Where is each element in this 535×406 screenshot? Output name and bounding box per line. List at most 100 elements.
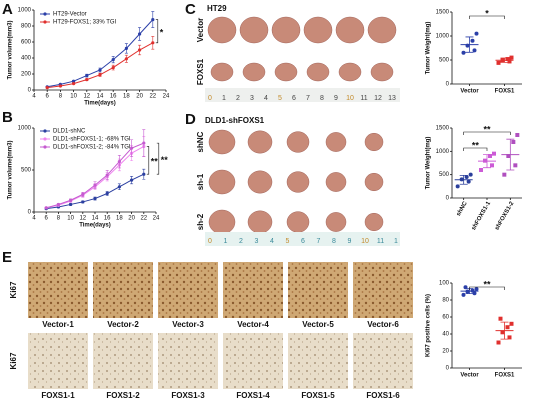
data-point <box>466 179 471 184</box>
data-point <box>130 178 134 182</box>
y-tick-label: 0 <box>446 366 450 372</box>
ihc-image <box>28 262 88 318</box>
y-tick-label: 500 <box>439 172 450 178</box>
ihc-image <box>158 333 218 389</box>
data-point <box>461 292 466 297</box>
data-point <box>505 57 510 62</box>
x-tick-label: 4 <box>32 94 36 100</box>
data-point <box>117 160 121 164</box>
ruler-number: 11 <box>360 95 367 102</box>
row-label: sh-1 <box>196 173 205 190</box>
ruler-number: 0 <box>208 95 212 102</box>
ruler-number: 7 <box>306 95 310 102</box>
tumor-photo <box>325 172 347 192</box>
data-point <box>470 38 475 43</box>
x-tick-label: 6 <box>45 216 49 222</box>
data-point <box>56 202 61 207</box>
ihc-image <box>28 333 88 389</box>
legend-label: DLD1-shFOXS1-2; -84% TGI <box>53 145 131 151</box>
ruler-number: 5 <box>286 238 290 245</box>
tumor-photo <box>247 210 273 234</box>
tumor-photo <box>364 212 384 232</box>
x-tick-label: 16 <box>110 94 117 100</box>
ruler-number: 8 <box>332 238 336 245</box>
tumor-photo <box>325 132 347 152</box>
data-point <box>45 86 49 90</box>
data-point <box>69 198 73 202</box>
ruler-number: 1 <box>394 238 398 245</box>
ihc-image <box>353 333 413 389</box>
ruler-number: 9 <box>334 95 338 102</box>
ruler-number: 5 <box>278 95 282 102</box>
significance-label: * <box>485 8 489 18</box>
significance-bracket <box>463 147 488 151</box>
image-label: Vector-6 <box>367 320 399 329</box>
x-tick-label: 14 <box>97 94 104 100</box>
y-tick-label: 500 <box>439 58 450 64</box>
y-tick-label: 1000 <box>436 34 450 40</box>
data-point <box>81 192 85 196</box>
data-point <box>513 163 518 168</box>
tumor-photo <box>364 172 384 192</box>
row-label: shNC <box>196 131 205 152</box>
data-point <box>151 18 155 22</box>
series-line <box>47 42 154 89</box>
ruler-number: 10 <box>361 238 369 245</box>
significance-bracket <box>155 19 159 44</box>
x-tick-label: FOXS1 <box>495 89 515 95</box>
tumor-photo <box>208 209 236 235</box>
ihc-image <box>288 333 348 389</box>
data-point <box>474 286 479 291</box>
data-point <box>465 289 470 294</box>
data-point <box>142 141 146 145</box>
tumor-photo <box>247 130 273 154</box>
ruler-number: 13 <box>388 95 396 102</box>
data-point <box>72 79 76 83</box>
tumor-photo <box>286 171 310 193</box>
ihc-image <box>93 262 153 318</box>
significance-bracket <box>469 286 505 290</box>
x-tick-label: Vector <box>460 373 479 379</box>
image-label: Vector-5 <box>302 320 334 329</box>
y-tick-label: 0 <box>446 82 450 88</box>
y-axis-label: Ki67 positive cells (%) <box>426 294 432 357</box>
data-point <box>455 184 460 189</box>
data-point <box>72 82 76 86</box>
data-point <box>130 146 134 150</box>
y-tick-label: 60 <box>442 315 449 321</box>
data-point <box>498 316 503 321</box>
data-point <box>105 191 109 196</box>
data-point <box>464 175 469 179</box>
image-label: FOXS1-6 <box>366 391 400 400</box>
series-line <box>47 19 154 88</box>
legend-marker <box>43 137 47 141</box>
tumor-photo <box>242 62 266 82</box>
y-tick-label: 200 <box>21 72 32 78</box>
tumor-photo <box>274 62 298 82</box>
ruler-number: 1 <box>222 95 226 102</box>
data-point <box>507 335 512 340</box>
row-label: FOXS1 <box>196 58 205 85</box>
ruler <box>205 88 400 102</box>
x-tick-label: 8 <box>59 94 63 100</box>
ruler-number: 3 <box>250 95 254 102</box>
row-label: Ki67 <box>9 281 18 298</box>
data-point <box>111 66 115 70</box>
tumor-photo <box>247 170 273 194</box>
ruler-number: 10 <box>346 95 354 102</box>
data-point <box>496 340 501 345</box>
panel-label: B <box>2 109 13 126</box>
legend-marker <box>43 12 47 16</box>
data-point <box>505 325 510 330</box>
data-point <box>138 32 142 36</box>
data-point <box>492 151 496 156</box>
significance-label: ** <box>472 140 480 150</box>
tumor-photo <box>364 132 384 152</box>
y-tick-label: 80 <box>442 298 449 304</box>
data-point <box>474 31 479 36</box>
data-point <box>463 285 468 290</box>
y-tick-label: 20 <box>442 349 449 355</box>
data-point <box>124 46 128 51</box>
